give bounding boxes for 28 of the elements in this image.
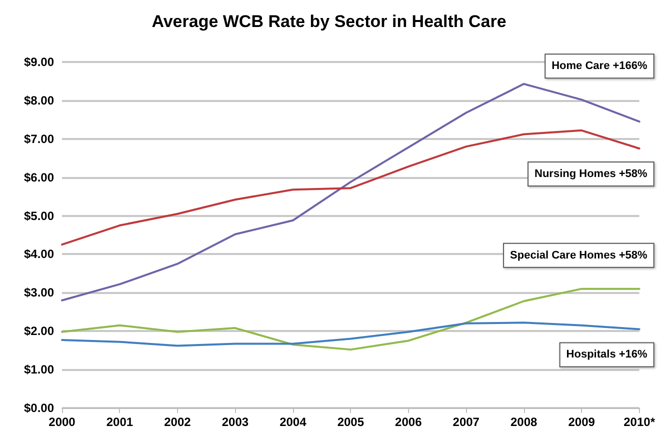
x-tick-label: 2008 (510, 415, 538, 429)
y-tick-label: $5.00 (24, 208, 54, 223)
y-tick-label: $7.00 (24, 132, 54, 146)
line-series (61, 288, 640, 351)
x-tick-label: 2000 (48, 415, 76, 429)
x-tick-label: 2010* (624, 415, 656, 429)
chart-title: Average WCB Rate by Sector in Health Care (152, 12, 506, 31)
y-tick-label: $9.00 (24, 55, 54, 69)
text: Special Care Homes +58% (510, 249, 648, 262)
x-tick-label: 2009 (568, 415, 596, 429)
x-tick-label: 2001 (106, 415, 134, 429)
y-tick-label: $0.00 (24, 401, 54, 415)
x-tick-label: 2006 (395, 415, 422, 429)
x-tick-label: 2004 (280, 415, 307, 429)
x-tick-label: 2005 (337, 415, 364, 429)
y-tick-label: $3.00 (24, 286, 54, 300)
x-tick-label: 2002 (164, 415, 192, 429)
y-tick-label: $1.00 (24, 362, 54, 377)
x-tick-label: 2007 (452, 415, 480, 429)
y-tick-label: $2.00 (24, 324, 54, 338)
y-tick-label: $8.00 (24, 93, 54, 108)
line-series (61, 322, 640, 347)
series-label: Hospitals +16% (566, 348, 648, 361)
series-label: Home Care +166% (552, 60, 648, 72)
y-tick-label: $6.00 (24, 170, 54, 184)
x-tick-label: 2003 (222, 415, 249, 429)
series-label: Nursing Homes +58% (534, 168, 648, 180)
y-tick-label: $4.00 (24, 247, 54, 262)
